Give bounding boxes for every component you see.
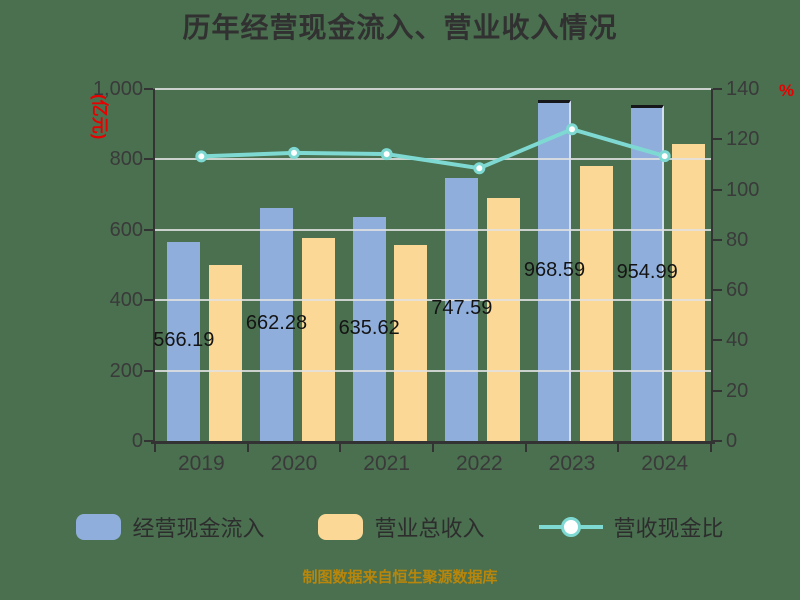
y-axis-right-tick: [713, 289, 722, 292]
legend-item-cash-inflow[interactable]: 经营现金流入: [76, 511, 264, 543]
y-tick-label-right: 40: [726, 329, 749, 352]
cash-inflow-bar[interactable]: [445, 177, 479, 441]
bar-value-label: 747.59: [431, 297, 493, 320]
x-axis-label: 2022: [455, 452, 503, 475]
x-axis-tick: [432, 444, 434, 452]
x-axis-tick: [710, 444, 712, 452]
y-tick-label-right: 100: [726, 178, 760, 201]
cash-inflow-bar[interactable]: [260, 207, 293, 441]
y-tick-label-left: 200: [109, 359, 143, 382]
y-axis-right-tick: [713, 188, 722, 191]
legend-label-ratio: 营收现金比: [613, 516, 724, 541]
x-axis-label: 2019: [177, 452, 225, 475]
bar-value-label: 954.99: [616, 260, 678, 283]
x-axis-tick: [617, 444, 620, 452]
y-axis-left-tick: [144, 158, 153, 161]
legend-label-cash-inflow: 经营现金流入: [132, 516, 265, 541]
x-axis-tick: [339, 444, 342, 452]
revenue-bar[interactable]: [672, 144, 706, 441]
y-axis-right-tick: [713, 389, 722, 392]
revenue-bar[interactable]: [394, 244, 428, 441]
ratio-point[interactable]: [473, 162, 486, 175]
cash-inflow-bar[interactable]: [538, 100, 571, 441]
y-axis-right-line: [711, 89, 713, 443]
x-axis-label: 2023: [548, 452, 596, 475]
cash-inflow-bar[interactable]: [630, 104, 664, 441]
ratio-point[interactable]: [195, 150, 208, 163]
cash-inflow-bar[interactable]: [352, 217, 386, 441]
ratio-point[interactable]: [658, 150, 671, 163]
y-axis-left-tick: [144, 88, 153, 90]
y-axis-right-tick: [713, 238, 722, 241]
ratio-line-marker-icon: [538, 517, 603, 537]
y-axis-right-tick: [713, 339, 722, 342]
legend-label-revenue: 营业总收入: [374, 516, 485, 541]
right-axis-unit-label: %: [779, 81, 795, 100]
chart-title: 历年经营现金流入、营业收入情况: [182, 12, 618, 43]
ratio-line-chart: [195, 123, 671, 175]
y-axis-right-tick: [713, 88, 722, 90]
bar-value-label: 662.28: [245, 312, 308, 335]
x-axis-label: 2021: [363, 452, 411, 475]
bar-value-label: 566.19: [153, 329, 215, 352]
x-axis-label: 2020: [270, 452, 318, 475]
y-axis-right-tick: [713, 138, 722, 141]
ratio-point[interactable]: [288, 146, 300, 159]
grid-line: [155, 88, 711, 90]
grid-line: [155, 369, 711, 372]
x-axis-line: [151, 441, 715, 444]
y-tick-label-left: 400: [109, 289, 143, 312]
ratio-line: [201, 127, 666, 171]
y-tick-label-right: 140: [726, 78, 760, 100]
cash-inflow-swatch-icon: [76, 514, 122, 540]
y-tick-label-left: 1,000: [92, 78, 143, 100]
revenue-swatch-icon: [318, 514, 364, 540]
y-tick-label-left: 0: [131, 430, 143, 452]
bar-value-label: 635.62: [338, 317, 400, 340]
y-tick-label-left: 600: [109, 218, 143, 241]
y-axis-left-tick: [144, 299, 153, 302]
bar-value-label: 968.59: [523, 258, 586, 281]
revenue-bar[interactable]: [486, 198, 520, 441]
ratio-point[interactable]: [566, 123, 578, 136]
y-tick-label-left: 800: [109, 148, 143, 171]
y-axis-left-tick: [144, 369, 153, 372]
legend-item-ratio[interactable]: 营收现金比: [538, 511, 724, 543]
y-tick-label-right: 120: [726, 128, 760, 151]
y-tick-label-right: 60: [726, 279, 749, 302]
y-axis-left-tick: [144, 228, 153, 231]
y-tick-label-right: 0: [726, 430, 738, 452]
chart-legend: 经营现金流入 营业总收入 营收现金比: [0, 511, 800, 543]
revenue-bar[interactable]: [301, 237, 335, 441]
y-tick-label-right: 20: [726, 379, 749, 402]
ratio-point[interactable]: [380, 148, 393, 161]
y-tick-label-right: 80: [726, 228, 749, 251]
grid-line: [155, 299, 711, 302]
x-axis-tick: [524, 444, 527, 452]
x-axis-label: 2024: [641, 452, 689, 475]
revenue-bar[interactable]: [208, 265, 242, 441]
grid-line: [155, 228, 711, 231]
revenue-bar[interactable]: [579, 166, 613, 441]
y-axis-right-tick: [713, 440, 722, 442]
legend-item-revenue[interactable]: 营业总收入: [318, 511, 485, 543]
cash-inflow-bar[interactable]: [167, 241, 201, 441]
y-axis-left-line: [153, 89, 155, 443]
y-axis-left-tick: [144, 440, 153, 442]
x-axis-tick: [246, 444, 249, 452]
x-axis-tick: [154, 444, 156, 452]
source-note: 制图数据来自恒生聚源数据库: [302, 569, 498, 586]
